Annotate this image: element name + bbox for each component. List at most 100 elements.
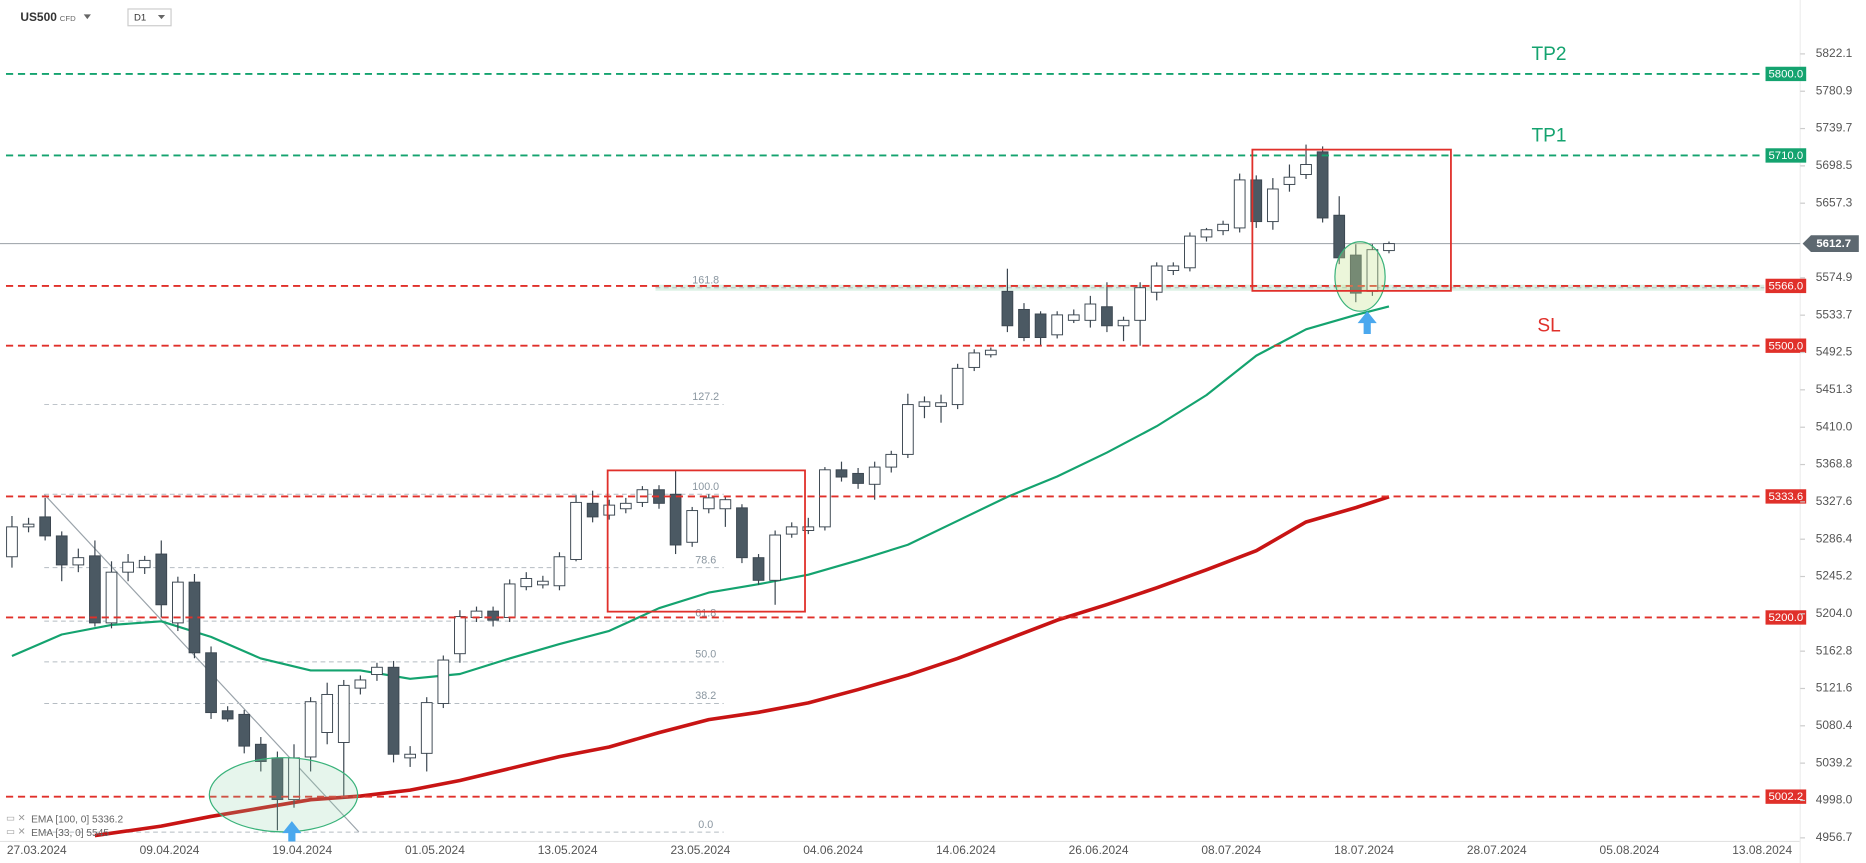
candle-body — [1067, 314, 1080, 321]
symbol[interactable]: US500 — [20, 10, 57, 24]
y-tick-label: 5080.4 — [1816, 718, 1853, 732]
level-label: 5800.0 — [1768, 69, 1803, 81]
timeframe[interactable]: D1 — [134, 12, 146, 23]
candle-body — [686, 510, 699, 543]
x-tick-label: 13.08.2024 — [1732, 843, 1792, 857]
candle-body — [304, 701, 317, 758]
candle-body — [122, 561, 134, 573]
candle-body — [868, 466, 881, 485]
candle-body — [72, 557, 85, 566]
candle-body — [155, 553, 168, 606]
x-tick-label: 04.06.2024 — [803, 843, 863, 857]
candle-body — [105, 571, 118, 624]
fib-label: 100.0 — [692, 481, 719, 493]
candle-body — [1266, 188, 1279, 223]
timeframe-box[interactable] — [127, 8, 172, 27]
candle-body — [586, 502, 599, 518]
legend-entry: EMA [100, 0] 5336.2 — [31, 815, 123, 826]
candle-body — [404, 753, 416, 759]
candle-body — [918, 401, 931, 407]
candle-body — [221, 710, 234, 720]
y-tick-label: 4956.7 — [1816, 830, 1853, 844]
candle-body — [1184, 235, 1196, 269]
legend-icon[interactable]: ▭ ✕ — [6, 826, 26, 837]
series-layer — [11, 305, 1390, 838]
y-tick-label: 5245.2 — [1816, 569, 1853, 583]
candle-body — [752, 557, 765, 581]
y-tick-label: 5451.3 — [1816, 382, 1853, 396]
timeframe-dropdown[interactable] — [157, 14, 166, 20]
level-layer: 5800.0 TP2 5710.0 TP1 5566.0 5500.0 SL 5333.6 52… — [5, 44, 1859, 804]
candle-body — [769, 534, 781, 581]
candle-body — [1134, 287, 1146, 321]
candle-body — [420, 702, 433, 754]
trend-line — [43, 493, 360, 833]
market: CFD — [60, 14, 76, 23]
legend-icon[interactable]: ▭ ✕ — [6, 813, 26, 824]
x-tick-label: 26.06.2024 — [1069, 843, 1129, 857]
x-tick-label: 19.04.2024 — [272, 843, 332, 857]
level-tag: TP2 — [1531, 44, 1566, 65]
highlight-ellipse — [1334, 241, 1386, 312]
candle-body — [885, 453, 898, 468]
candle-body — [39, 516, 52, 537]
x-tick-label: 08.07.2024 — [1201, 843, 1261, 857]
candle-body — [337, 684, 350, 743]
candle-body — [89, 555, 101, 624]
level-label: 5333.6 — [1768, 491, 1803, 503]
candle-body — [819, 469, 831, 528]
candle-body — [802, 526, 815, 531]
candle-body — [1316, 151, 1329, 219]
candle-body — [371, 666, 383, 676]
x-tick-label: 05.08.2024 — [1600, 843, 1660, 857]
candle-body — [935, 402, 947, 407]
candle-body — [321, 693, 334, 733]
ema-line — [94, 495, 1390, 838]
y-tick-label: 5780.9 — [1816, 83, 1853, 97]
candle-body — [1117, 319, 1130, 327]
y-tick-label: 5533.7 — [1816, 307, 1853, 321]
candle-body — [1001, 290, 1014, 327]
candle-body — [537, 580, 549, 586]
candle-body — [520, 578, 533, 588]
highlight-ellipse — [208, 757, 359, 833]
y-tick-label: 5204.0 — [1816, 606, 1853, 620]
arrow-up — [282, 821, 302, 842]
x-tick-label: 28.07.2024 — [1467, 843, 1527, 857]
current-price-badge — [1802, 235, 1859, 252]
x-tick-label: 27.03.2024 — [7, 843, 67, 857]
candle-body — [901, 404, 914, 455]
y-tick-label: 4998.0 — [1816, 793, 1853, 807]
candle-body — [1051, 314, 1064, 336]
level-badge — [1765, 278, 1807, 294]
candle-body — [619, 502, 632, 510]
level-label: 5002.2 — [1768, 791, 1803, 803]
symbol-dropdown[interactable] — [83, 14, 91, 20]
candle-body — [984, 349, 997, 356]
candle-body — [603, 504, 616, 516]
axis-layer: 5822.1 5780.9 5739.7 5698.5 5657.3 5574.9 5533… — [7, 46, 1853, 857]
y-tick-label: 5162.8 — [1816, 643, 1853, 657]
y-tick-label: 5739.7 — [1816, 121, 1853, 135]
candle-body — [1217, 223, 1229, 232]
candle-body — [852, 472, 864, 484]
x-tick-label: 23.05.2024 — [670, 843, 730, 857]
x-tick-label: 09.04.2024 — [140, 843, 200, 857]
x-tick-label: 18.07.2024 — [1334, 843, 1394, 857]
level-badge — [1765, 148, 1807, 163]
candle-body — [487, 610, 499, 621]
candle-body — [553, 556, 566, 587]
level-tag: SL — [1537, 316, 1560, 337]
candle-body — [22, 523, 35, 528]
candle-body — [570, 501, 582, 560]
fib-label: 50.0 — [695, 649, 716, 661]
level-label: 5500.0 — [1768, 340, 1803, 352]
candle-body — [702, 497, 715, 510]
candle-body — [1349, 254, 1362, 294]
current-price-label: 5612.7 — [1816, 238, 1851, 250]
candle-body — [138, 559, 151, 569]
y-tick-label: 5657.3 — [1816, 195, 1853, 209]
fib-label: 127.2 — [692, 391, 719, 403]
